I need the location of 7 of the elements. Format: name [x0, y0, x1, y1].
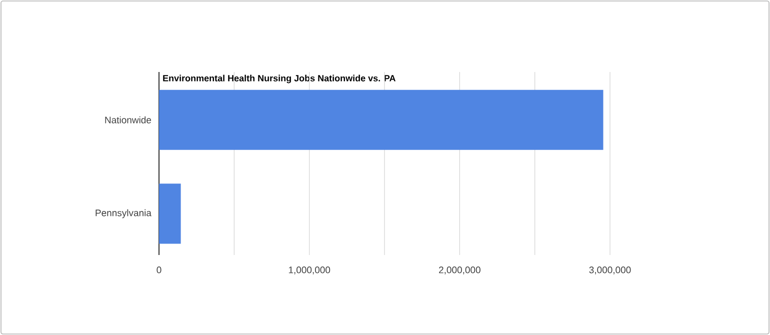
y-tick-label: Nationwide: [105, 116, 152, 124]
chart-title: Environmental Health Nursing Jobs Nationwide vs. PA: [163, 74, 396, 84]
x-tick-label: 2,000,000: [439, 266, 480, 274]
x-tick-label: 3,000,000: [589, 266, 631, 274]
x-tick-label: 0: [156, 266, 162, 274]
y-tick-label: Pennsylvania: [96, 209, 152, 218]
x-tick-label: 1,000,000: [288, 266, 330, 274]
